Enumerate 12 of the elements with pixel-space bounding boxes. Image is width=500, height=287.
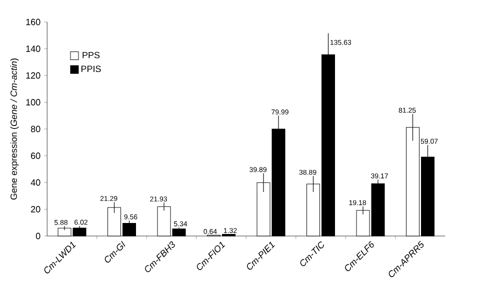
y-tick-label: 60 [31,152,40,159]
y-axis-title: Gene expression (Gene / Cm-actin) [10,58,19,200]
y-tick-label: 20 [31,206,40,212]
y-tick-label: 160 [26,18,40,26]
y-tick-label: 120 [26,72,40,79]
y-tick-label: 140 [26,46,40,52]
legend-label: PPIS [81,66,101,72]
y-tick-label: 0 [36,232,40,240]
y-tick-label: 40 [30,179,40,186]
legend-label: PPS [82,52,100,58]
y-tick-label: 100 [26,99,40,106]
y-tick-label: 80 [30,126,40,132]
